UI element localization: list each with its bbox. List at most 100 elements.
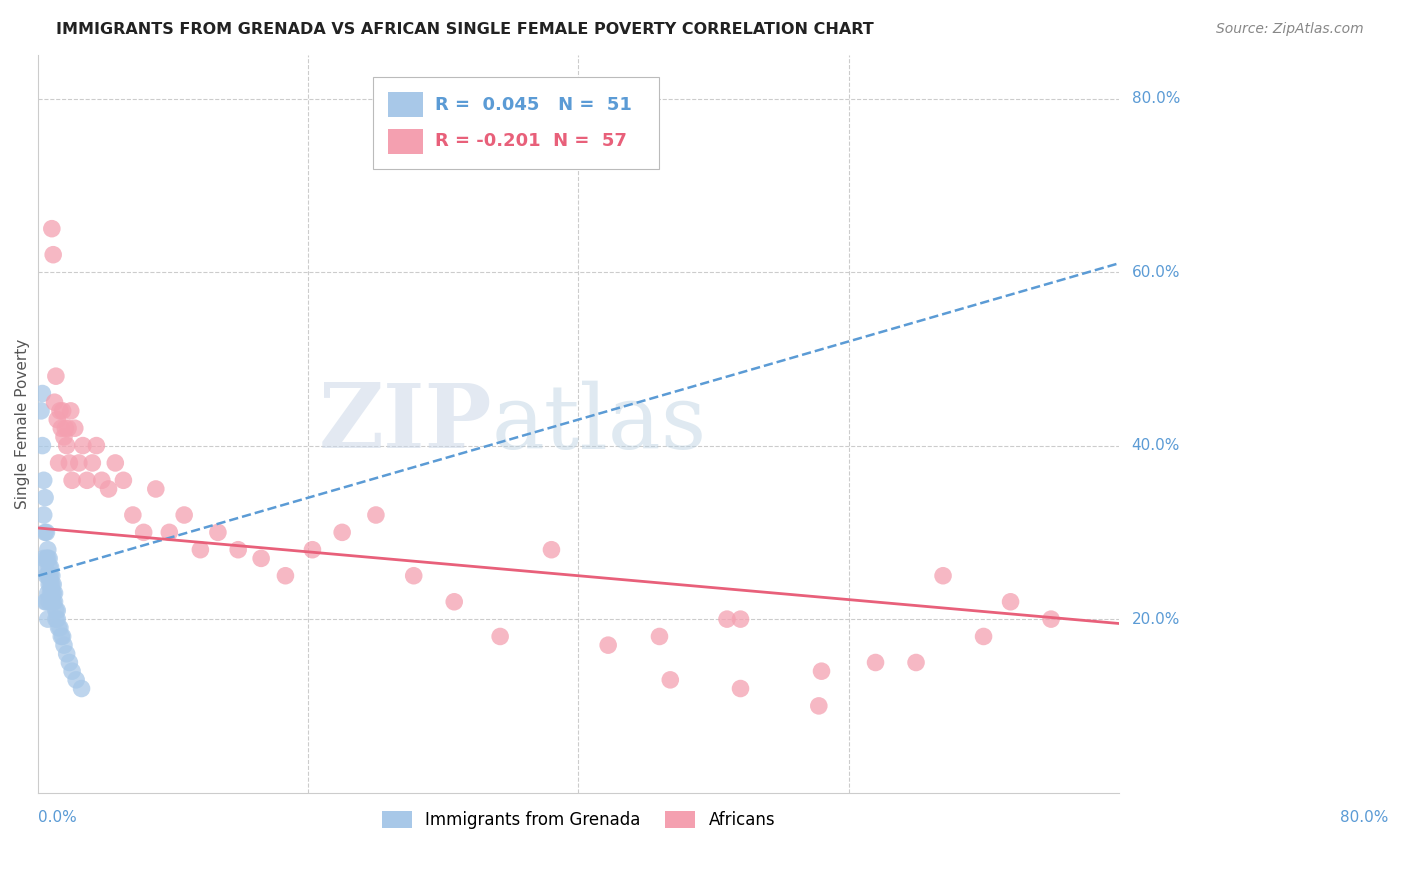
Point [67,456,90,470]
Text: 0.0%: 0.0% [38,810,77,825]
Point [37,568,59,582]
Point [49,621,72,635]
Point [59,404,82,418]
Point [51,421,73,435]
Point [810,664,832,678]
Point [364,508,387,522]
Point [65,673,87,687]
Point [540,542,562,557]
Point [46,412,69,426]
Text: 80.0%: 80.0% [1132,91,1180,106]
Text: atlas: atlas [492,380,707,467]
Point [132,525,155,540]
Point [52,630,75,644]
Point [34,595,56,609]
Point [42,248,65,262]
Text: R =  0.045   N =  51: R = 0.045 N = 51 [434,95,631,113]
Text: IMMIGRANTS FROM GRENADA VS AFRICAN SINGLE FEMALE POVERTY CORRELATION CHART: IMMIGRANTS FROM GRENADA VS AFRICAN SINGL… [56,22,875,37]
Point [38,551,60,566]
Point [34,525,56,540]
Text: 40.0%: 40.0% [1132,438,1180,453]
Point [44,595,66,609]
Point [37,551,59,566]
Point [52,404,75,418]
Point [730,612,752,626]
Point [39,560,62,574]
Point [58,656,80,670]
Point [659,673,682,687]
Point [53,430,76,444]
Point [157,525,180,540]
Point [190,542,212,557]
Point [598,638,620,652]
Point [44,586,66,600]
Point [41,577,63,591]
Point [932,568,955,582]
Point [97,482,120,496]
Point [82,456,104,470]
Point [34,560,56,574]
Point [46,603,69,617]
Point [46,612,69,626]
Point [301,542,323,557]
Point [39,577,62,591]
Point [37,542,59,557]
Point [250,551,273,566]
Point [207,525,229,540]
Point [39,586,62,600]
Point [44,395,66,409]
Point [63,421,86,435]
Point [86,439,108,453]
Point [330,525,353,540]
Point [35,551,58,566]
Point [31,386,53,401]
Point [730,681,752,696]
Point [39,568,62,582]
Point [30,404,52,418]
Point [38,568,60,582]
Text: 60.0%: 60.0% [1132,265,1180,279]
Point [38,560,60,574]
Point [35,595,58,609]
Point [55,647,77,661]
Point [37,586,59,600]
Point [807,698,830,713]
Point [1000,595,1022,609]
Point [865,656,887,670]
Point [402,568,425,582]
Point [32,508,55,522]
Point [226,542,249,557]
Point [45,603,67,617]
Point [45,369,67,384]
Y-axis label: Single Female Poverty: Single Female Poverty [15,339,30,509]
Point [32,551,55,566]
Point [60,664,83,678]
Point [973,630,995,644]
Point [1040,612,1063,626]
Point [53,421,76,435]
Point [112,473,135,487]
Text: Source: ZipAtlas.com: Source: ZipAtlas.com [1216,22,1364,37]
Point [35,568,58,582]
Text: R = -0.201  N =  57: R = -0.201 N = 57 [434,132,627,151]
Point [173,508,195,522]
Point [76,473,98,487]
Point [31,439,53,453]
Point [42,586,65,600]
Point [104,456,127,470]
Point [35,525,58,540]
FancyBboxPatch shape [388,128,423,154]
Text: 20.0%: 20.0% [1132,612,1180,626]
Point [145,482,167,496]
Text: 80.0%: 80.0% [1340,810,1389,825]
Point [274,568,297,582]
Point [443,595,465,609]
Point [56,421,79,435]
Point [38,595,60,609]
Point [34,491,56,505]
Point [121,508,143,522]
Point [48,456,70,470]
Point [42,595,65,609]
Point [55,439,77,453]
Point [49,404,72,418]
